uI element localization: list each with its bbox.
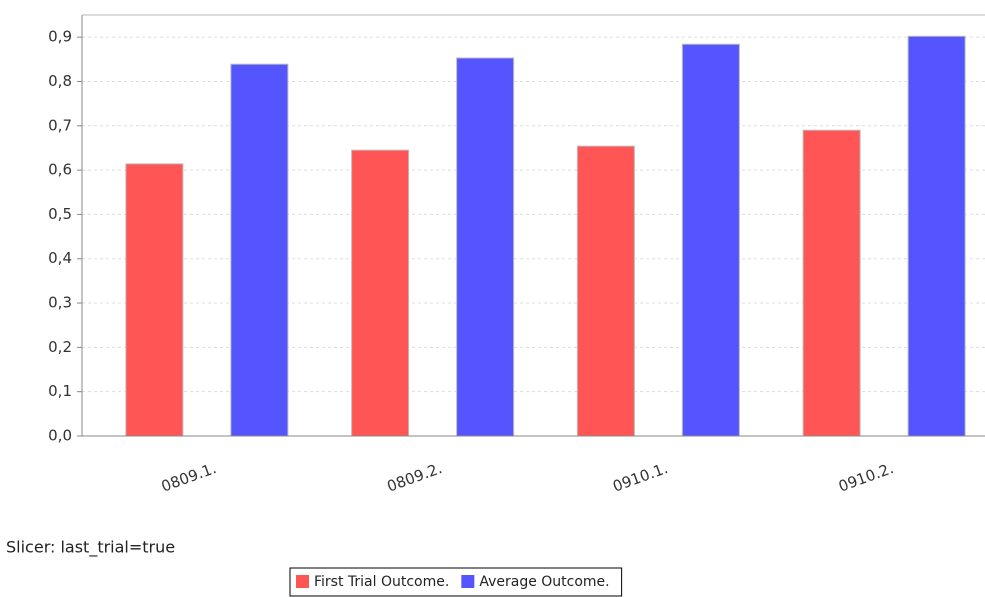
bar bbox=[125, 163, 184, 437]
y-tick-label: 0,2 bbox=[48, 338, 72, 356]
caption: Slicer: last_trial=true bbox=[6, 538, 175, 558]
y-tick-label: 0,6 bbox=[48, 161, 72, 179]
legend-label: Average Outcome. bbox=[479, 574, 609, 590]
y-tick-label: 0,7 bbox=[48, 116, 72, 134]
y-tick-label: 0,5 bbox=[48, 205, 72, 223]
y-tick-label: 0,3 bbox=[48, 294, 72, 312]
bar bbox=[456, 57, 515, 437]
legend-swatch bbox=[296, 575, 309, 588]
bar bbox=[681, 43, 740, 437]
y-tick-label: 0,0 bbox=[48, 427, 72, 445]
bar bbox=[576, 145, 635, 437]
legend: First Trial Outcome. Average Outcome. bbox=[289, 567, 623, 597]
y-tick-label: 0,4 bbox=[48, 249, 72, 267]
bar bbox=[351, 149, 410, 437]
legend-box bbox=[289, 567, 623, 597]
y-tick-label: 0,8 bbox=[48, 72, 72, 90]
bar bbox=[802, 129, 861, 437]
y-tick-label: 0,9 bbox=[48, 28, 72, 46]
y-tick-label: 0,1 bbox=[48, 382, 72, 400]
legend-label: First Trial Outcome. bbox=[314, 574, 449, 590]
bar bbox=[907, 35, 966, 437]
legend-swatch bbox=[461, 575, 475, 588]
bar bbox=[230, 63, 289, 437]
